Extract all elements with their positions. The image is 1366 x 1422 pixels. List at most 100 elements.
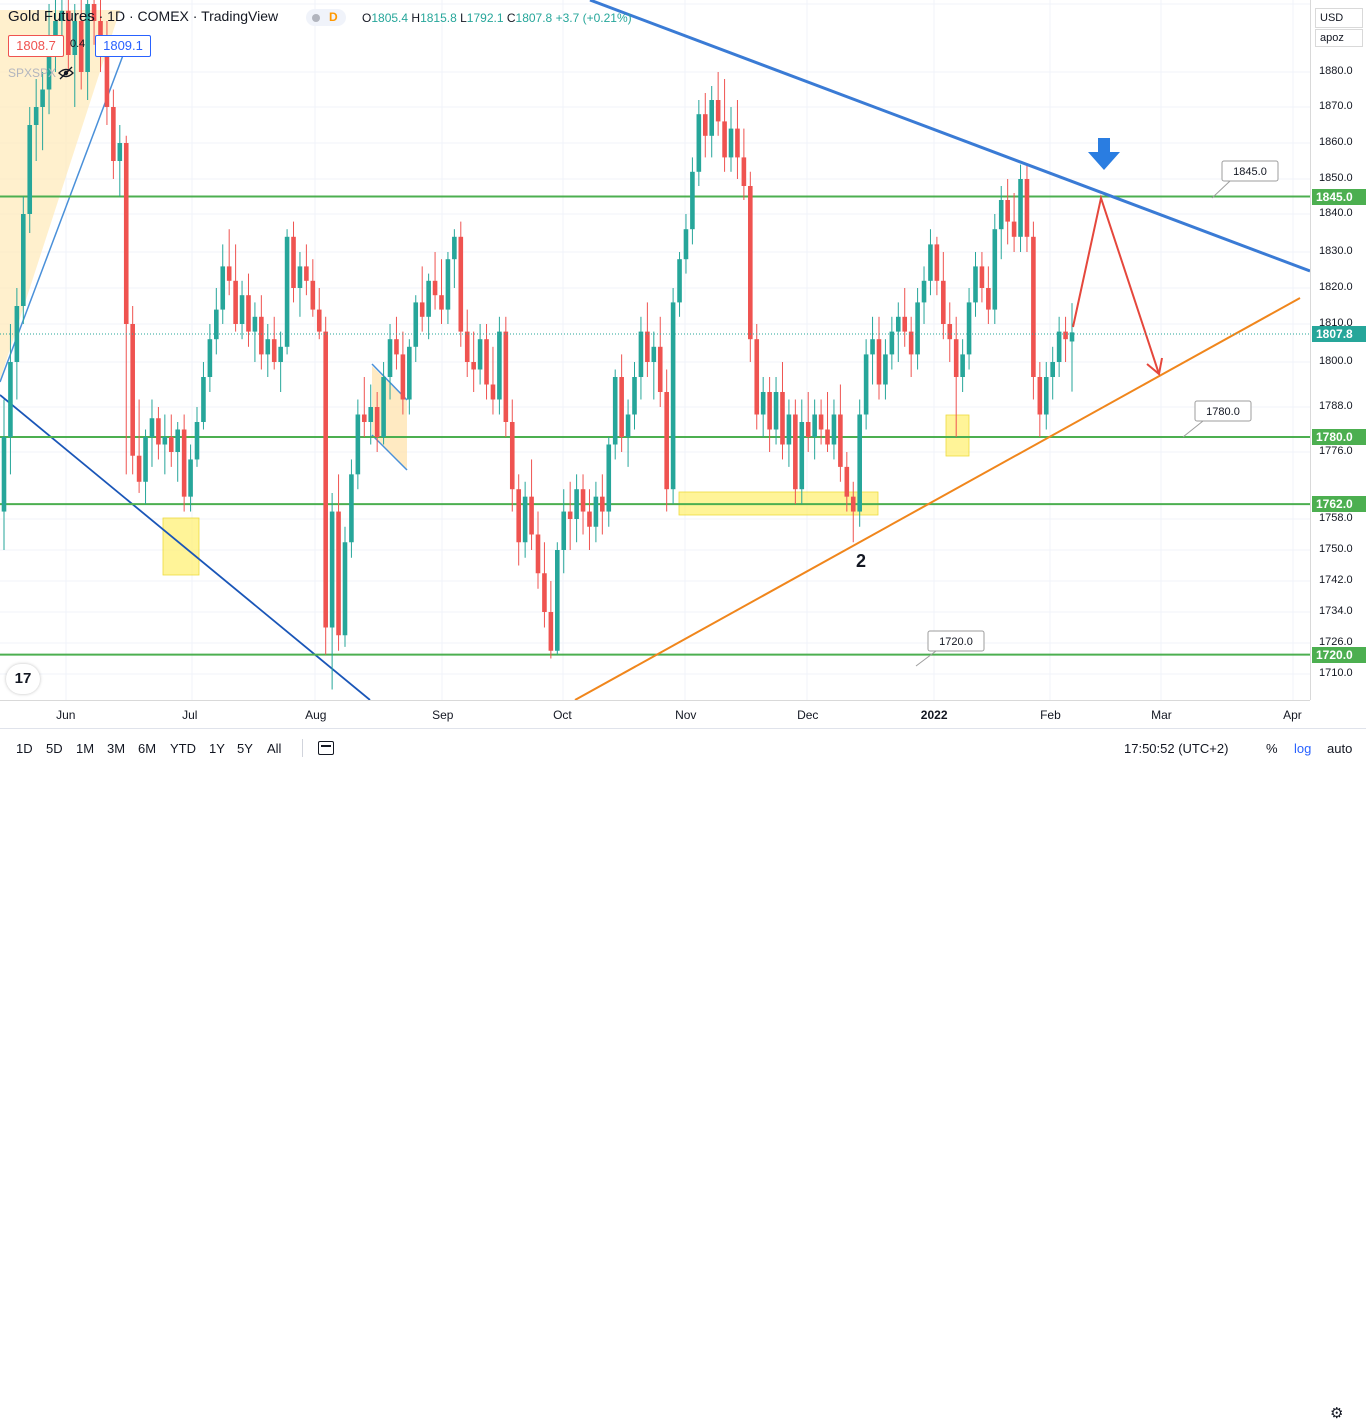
range-button-all[interactable]: All (267, 741, 282, 756)
candle (265, 324, 271, 377)
candle-body (928, 244, 933, 281)
candle-body (168, 437, 174, 452)
goto-date-calendar-icon[interactable] (318, 741, 334, 755)
candle-body (1024, 179, 1030, 237)
candle (548, 581, 554, 659)
range-button-1m[interactable]: 1M (76, 741, 95, 756)
candle (632, 362, 637, 430)
candle (767, 377, 772, 452)
currency-select[interactable]: USD (1315, 8, 1363, 28)
comparison-symbol[interactable]: SPXSPX (8, 66, 57, 80)
candle (355, 399, 361, 490)
candle-body (246, 295, 251, 332)
symbol-title[interactable]: Gold Futures · 1D · COMEX · TradingView (8, 8, 279, 25)
range-button-5d[interactable]: 5D (46, 741, 63, 756)
range-button-1d[interactable]: 1D (16, 741, 33, 756)
candle (883, 339, 888, 400)
buy-button[interactable]: 1809.1 (95, 35, 151, 57)
candle-body (188, 459, 193, 497)
candle (735, 100, 740, 179)
candle (908, 316, 914, 377)
candle-body (136, 455, 142, 482)
low-value: 1792.1 (466, 11, 504, 25)
hide-eye-icon[interactable] (58, 66, 74, 80)
candle (452, 229, 457, 288)
chart-area[interactable]: 1845.0 1780.0 1720.0 2 Gold Futures · 1D · … (0, 0, 1310, 700)
callout-pointer (915, 650, 937, 667)
candle (941, 252, 946, 340)
market-status-badge[interactable]: D (306, 9, 346, 26)
candle-body (593, 496, 599, 527)
status-dot-icon (312, 14, 320, 22)
candle (259, 295, 264, 370)
candle-body (368, 407, 374, 422)
candle (831, 399, 837, 460)
time-tick-label: Jul (182, 708, 198, 722)
candle (278, 331, 283, 392)
candle (497, 316, 502, 415)
candle (805, 392, 811, 452)
candle (838, 384, 843, 482)
candle-body (1043, 377, 1049, 415)
percent-toggle[interactable]: % (1266, 741, 1278, 756)
candle (748, 171, 753, 362)
candle (136, 399, 142, 493)
candle (1011, 193, 1017, 252)
range-button-1y[interactable]: 1Y (209, 741, 225, 756)
time-tick-label: 2022 (920, 708, 948, 722)
candle (336, 474, 341, 651)
candle-body (998, 200, 1004, 230)
channel-fill-zone (0, 10, 120, 380)
candle (645, 302, 650, 377)
range-button-5y[interactable]: 5Y (237, 741, 253, 756)
price-tick-label: 1830.0 (1319, 245, 1353, 257)
candle-body (104, 55, 110, 107)
candle-body (921, 280, 927, 303)
level-price-tag: 1720.0 (1312, 646, 1366, 663)
price-tick-label: 1710.0 (1319, 667, 1353, 679)
interval-label[interactable]: 1D (107, 8, 126, 24)
candle (567, 481, 573, 550)
candle (445, 252, 451, 324)
support-blue-trendline (0, 394, 371, 700)
candle-body (606, 444, 612, 512)
range-button-ytd[interactable]: YTD (170, 741, 196, 756)
candle-body (503, 331, 509, 422)
candle-body (780, 392, 785, 445)
candle (368, 384, 374, 445)
auto-toggle[interactable]: auto (1327, 741, 1353, 756)
price-chart[interactable]: 1845.0 1780.0 1720.0 2 (0, 0, 1310, 700)
candle (542, 542, 547, 628)
scale-mode-select[interactable]: apoz (1315, 29, 1363, 47)
candle-body (889, 331, 895, 355)
range-button-3m[interactable]: 3M (107, 741, 126, 756)
candle-body (72, 21, 78, 55)
candle-body (394, 339, 399, 355)
candle (1056, 316, 1062, 377)
tradingview-logo-icon[interactable]: 17 (6, 664, 40, 694)
price-tick-label: 1776.0 (1319, 445, 1353, 457)
candle-body (612, 377, 618, 445)
candle (535, 511, 541, 589)
candle (342, 526, 348, 647)
candle (33, 79, 39, 161)
symbol-name[interactable]: Gold Futures (8, 8, 95, 25)
candle-body (419, 302, 425, 317)
log-toggle[interactable]: log (1294, 741, 1312, 756)
price-tick-label: 1820.0 (1319, 281, 1353, 293)
candle-body (857, 414, 862, 512)
candle-body (278, 346, 283, 362)
candle (580, 474, 586, 535)
candle (117, 125, 123, 197)
chart-settings-gear-icon[interactable]: ⚙ (1330, 1405, 1344, 1422)
price-axis[interactable]: USD apoz 1880.0 1870.0 1860.0 1850.0 1840.0 1… (1310, 0, 1366, 700)
time-axis[interactable]: Jun Jul Aug Sep Oct Nov Dec 2022 Feb Mar Apr ⚙ (0, 700, 1343, 1422)
clock-time[interactable]: 17:50:52 (UTC+2) (1124, 741, 1229, 756)
range-button-6m[interactable]: 6M (138, 741, 157, 756)
sell-button[interactable]: 1808.7 (8, 35, 64, 57)
candle (484, 324, 489, 400)
candle-body (825, 429, 830, 445)
spread-value: 0.4 (70, 38, 86, 50)
candle-body (818, 414, 824, 430)
resistance-trendline (589, 0, 1310, 273)
